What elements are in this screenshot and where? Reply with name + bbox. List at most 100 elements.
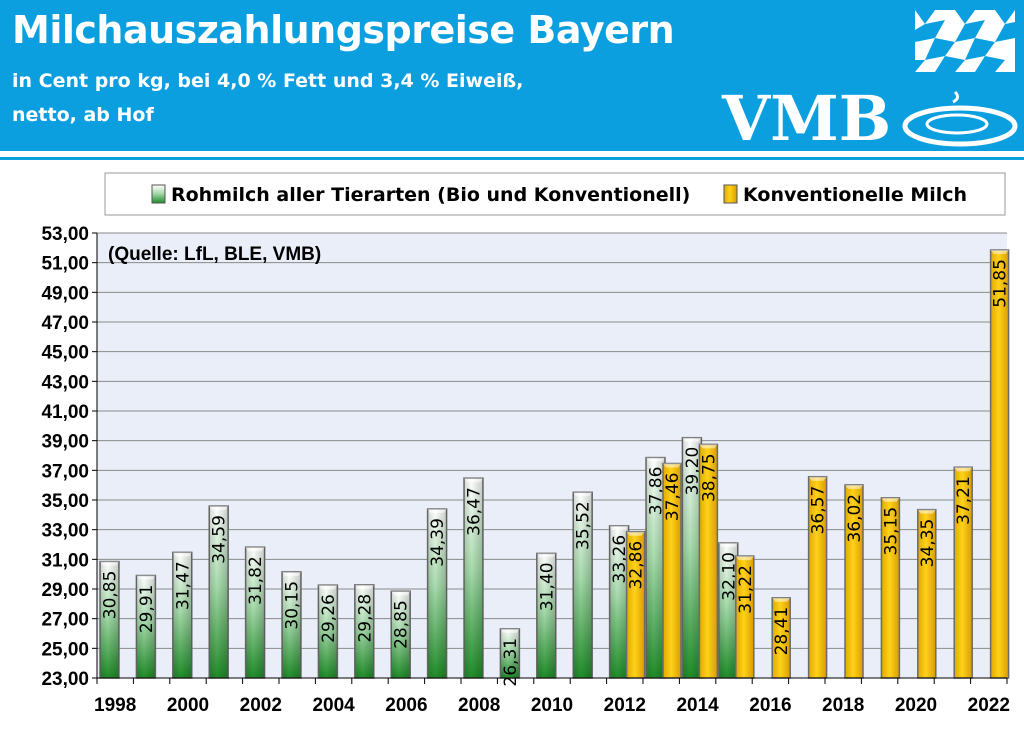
bar-bevel <box>354 584 374 589</box>
bar-bevel <box>100 561 119 566</box>
bar-bevel <box>282 571 301 576</box>
data-label: 37,86 <box>647 467 667 516</box>
bar-konventionell: 51,85 <box>989 249 1011 679</box>
data-label: 29,28 <box>355 594 375 643</box>
data-label: 36,02 <box>845 494 865 543</box>
y-tick-label: 23,00 <box>41 669 89 690</box>
bar-rohmilch: 31,82 <box>244 546 266 679</box>
data-label: 36,57 <box>809 486 829 535</box>
data-label: 31,47 <box>173 561 193 610</box>
y-tick-label: 25,00 <box>41 639 89 660</box>
legend-swatch-rohmilch <box>151 184 166 204</box>
bar-rohmilch: 31,40 <box>536 552 557 679</box>
bar-rohmilch: 26,31 <box>499 628 521 687</box>
bar-rohmilch: 29,26 <box>317 584 339 679</box>
data-label: 30,15 <box>283 581 303 630</box>
bar-bevel <box>573 492 593 497</box>
legend: Rohmilch aller Tierarten (Bio und Konven… <box>104 172 1006 216</box>
bar-bevel <box>536 553 556 558</box>
bar-shade <box>245 547 265 678</box>
data-label: 30,85 <box>101 571 121 620</box>
x-tick-label: 2022 <box>968 695 1010 716</box>
bar-bevel <box>990 250 1009 255</box>
bar-shade <box>100 561 119 678</box>
source-annotation: (Quelle: LfL, BLE, VMB) <box>108 244 321 265</box>
data-label: 34,39 <box>428 518 448 567</box>
legend-swatch-konventionell <box>723 184 738 204</box>
bar-rohmilch: 37,86 <box>645 456 667 679</box>
vmb-logo-emblem-icon <box>902 90 1018 147</box>
data-label: 34,35 <box>918 519 938 568</box>
header-banner: Milchauszahlungspreise Bayern in Cent pr… <box>0 0 1024 151</box>
bar-bevel <box>646 457 665 462</box>
x-tick-label: 2018 <box>822 695 864 716</box>
bar-bevel <box>136 575 156 580</box>
bar-konventionell: 35,15 <box>880 497 901 679</box>
data-label: 31,22 <box>736 565 756 614</box>
bar-konventionell: 37,21 <box>953 466 974 679</box>
bar-body <box>989 249 1010 679</box>
bar-rohmilch: 30,85 <box>99 560 121 679</box>
bar-rohmilch: 34,59 <box>208 505 230 679</box>
x-tick-label: 2010 <box>531 695 573 716</box>
bar-bevel <box>735 556 754 561</box>
bavarian-flag-icon <box>915 10 1015 72</box>
subtitle-line-2: netto, ab Hof <box>12 104 154 126</box>
page-title: Milchauszahlungspreise Bayern <box>12 8 675 52</box>
y-tick-label: 33,00 <box>41 521 89 542</box>
bar-rohmilch: 36,47 <box>463 477 485 679</box>
bar-bevel <box>772 597 791 602</box>
bar-shade <box>718 543 738 678</box>
bar-rohmilch: 28,85 <box>390 590 412 679</box>
bar-bevel <box>318 585 338 590</box>
data-label: 35,52 <box>574 501 594 550</box>
bar-bevel <box>500 628 520 633</box>
separator-line <box>0 157 1024 160</box>
data-label: 38,75 <box>699 453 719 502</box>
bar-konventionell: 38,75 <box>698 443 719 679</box>
bar-bevel <box>172 552 192 557</box>
bar-shade <box>391 591 411 678</box>
x-tick-label: 2002 <box>240 695 282 716</box>
bar-shade <box>609 525 629 678</box>
data-label: 26,31 <box>501 638 521 687</box>
x-tick-label: 2020 <box>895 695 937 716</box>
bar-bevel <box>682 437 702 442</box>
vmb-logo: VMB <box>722 82 892 155</box>
data-label: 29,91 <box>137 585 157 634</box>
bar-konventionell: 31,22 <box>735 555 756 679</box>
bar-rohmilch: 29,91 <box>135 574 157 679</box>
bar-bevel <box>808 476 827 481</box>
bar-shade <box>646 457 665 678</box>
bar-shade <box>682 437 702 678</box>
bar-konventionell: 37,46 <box>662 462 683 679</box>
y-tick-label: 51,00 <box>41 254 89 275</box>
y-tick-label: 37,00 <box>41 461 89 482</box>
data-label: 39,20 <box>683 447 703 496</box>
bar-bevel <box>609 525 629 530</box>
bar-shade <box>573 492 593 678</box>
bar-rohmilch: 31,47 <box>172 551 193 679</box>
legend-label-konventionell: Konventionelle Milch <box>743 184 967 206</box>
x-tick-label: 2004 <box>312 695 355 716</box>
bar-bevel <box>845 484 863 489</box>
bar-bevel <box>464 478 483 483</box>
y-tick-label: 39,00 <box>41 432 89 453</box>
legend-box <box>104 172 1006 216</box>
data-label: 28,41 <box>772 607 792 656</box>
bar-shade <box>464 478 483 678</box>
y-tick-label: 53,00 <box>41 224 89 245</box>
bar-shade <box>136 575 156 678</box>
x-tick-label: 1998 <box>94 695 136 716</box>
legend-label-rohmilch: Rohmilch aller Tierarten (Bio und Konven… <box>171 184 690 206</box>
bar-rohmilch: 32,10 <box>718 542 739 679</box>
bar-rohmilch: 33,26 <box>608 525 630 679</box>
x-tick-label: 2012 <box>604 695 646 716</box>
data-label: 29,26 <box>319 594 339 643</box>
bar-konventionell: 28,41 <box>771 597 792 679</box>
bar-shade <box>427 509 447 678</box>
data-label: 51,85 <box>991 259 1011 308</box>
bar-rohmilch: 34,39 <box>426 508 448 679</box>
data-label: 32,10 <box>719 552 739 601</box>
